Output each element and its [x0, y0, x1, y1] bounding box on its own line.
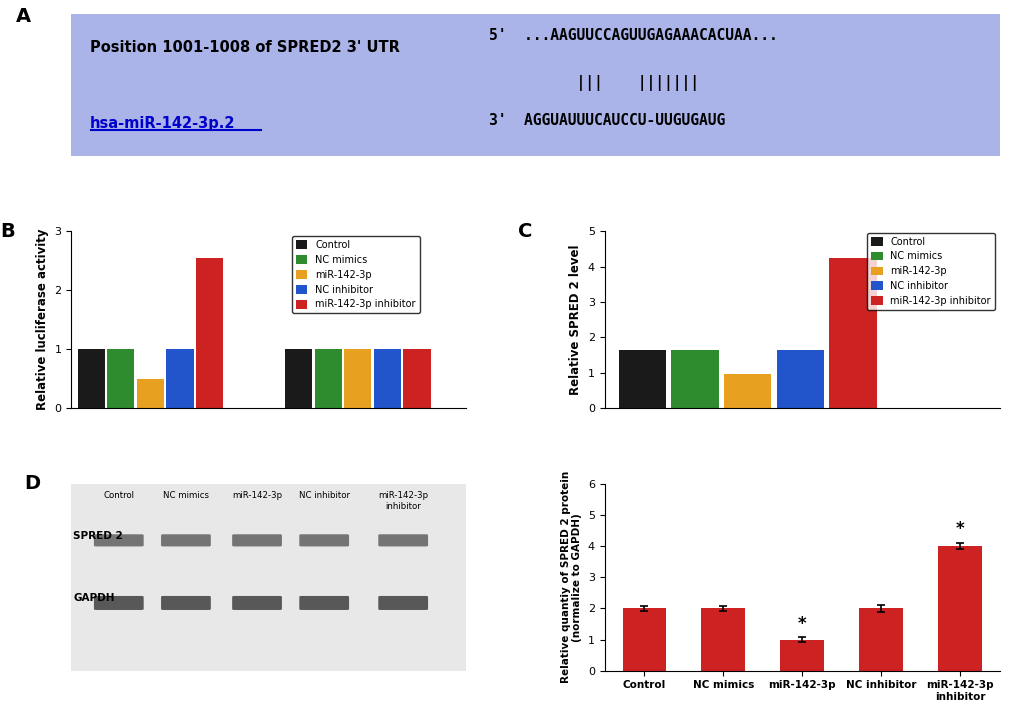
Bar — [314, 349, 341, 408]
FancyBboxPatch shape — [378, 596, 428, 610]
Bar — [166, 349, 194, 408]
Text: 5'  ...AAGUUCCAGUUGAGAAACACUAA...: 5' ...AAGUUCCAGUUGAGAAACACUAA... — [489, 28, 777, 43]
Text: Control: Control — [103, 491, 135, 501]
Bar — [701, 609, 744, 671]
Text: Position 1001-1008 of SPRED2 3' UTR: Position 1001-1008 of SPRED2 3' UTR — [90, 40, 399, 54]
Text: NC mimics: NC mimics — [163, 491, 209, 501]
Legend: Control, NC mimics, miR-142-3p, NC inhibitor, miR-142-3p inhibitor: Control, NC mimics, miR-142-3p, NC inhib… — [291, 237, 419, 313]
FancyBboxPatch shape — [299, 596, 348, 610]
FancyBboxPatch shape — [161, 534, 211, 546]
Bar — [828, 258, 875, 408]
Bar — [622, 609, 665, 671]
Bar — [858, 609, 902, 671]
FancyBboxPatch shape — [94, 596, 144, 610]
Legend: Control, NC mimics, miR-142-3p, NC inhibitor, miR-142-3p inhibitor: Control, NC mimics, miR-142-3p, NC inhib… — [866, 232, 994, 310]
Bar — [373, 349, 400, 408]
Text: hsa-miR-142-3p.2: hsa-miR-142-3p.2 — [90, 116, 235, 131]
Bar — [284, 349, 312, 408]
Text: NC inhibitor: NC inhibitor — [299, 491, 350, 501]
Bar — [618, 349, 665, 408]
Bar — [77, 349, 105, 408]
Bar — [137, 378, 164, 408]
Text: D: D — [24, 474, 40, 493]
Text: *: * — [797, 615, 806, 633]
FancyBboxPatch shape — [94, 534, 144, 546]
Text: B: B — [0, 222, 15, 241]
FancyBboxPatch shape — [232, 596, 281, 610]
Text: A: A — [15, 7, 31, 26]
FancyBboxPatch shape — [232, 534, 281, 546]
Y-axis label: Relative quantiy of SPRED 2 protein
(normalize to GAPDH): Relative quantiy of SPRED 2 protein (nor… — [560, 471, 582, 683]
FancyBboxPatch shape — [378, 534, 428, 546]
Text: C: C — [518, 222, 532, 241]
Text: miR-142-3p: miR-142-3p — [231, 491, 282, 501]
Y-axis label: Relative lucliferase activity: Relative lucliferase activity — [36, 229, 49, 410]
Bar — [775, 349, 823, 408]
Text: |||    |||||||: ||| ||||||| — [489, 75, 698, 91]
FancyBboxPatch shape — [161, 596, 211, 610]
Bar — [780, 640, 823, 671]
Text: SPRED 2: SPRED 2 — [73, 531, 123, 542]
Bar — [343, 349, 371, 408]
FancyBboxPatch shape — [299, 534, 348, 546]
Text: GAPDH: GAPDH — [73, 593, 115, 603]
Text: miR-142-3p
inhibitor: miR-142-3p inhibitor — [378, 491, 428, 510]
Bar — [671, 349, 718, 408]
Bar — [403, 349, 430, 408]
Bar — [723, 374, 770, 408]
Bar — [937, 546, 980, 671]
Text: 3'  AGGUAUUUCAUCCU-UUGUGAUG: 3' AGGUAUUUCAUCCU-UUGUGAUG — [489, 113, 725, 128]
Bar — [196, 258, 223, 408]
Text: *: * — [955, 520, 963, 539]
Bar — [107, 349, 135, 408]
Y-axis label: Relative SPRED 2 level: Relative SPRED 2 level — [569, 244, 582, 395]
